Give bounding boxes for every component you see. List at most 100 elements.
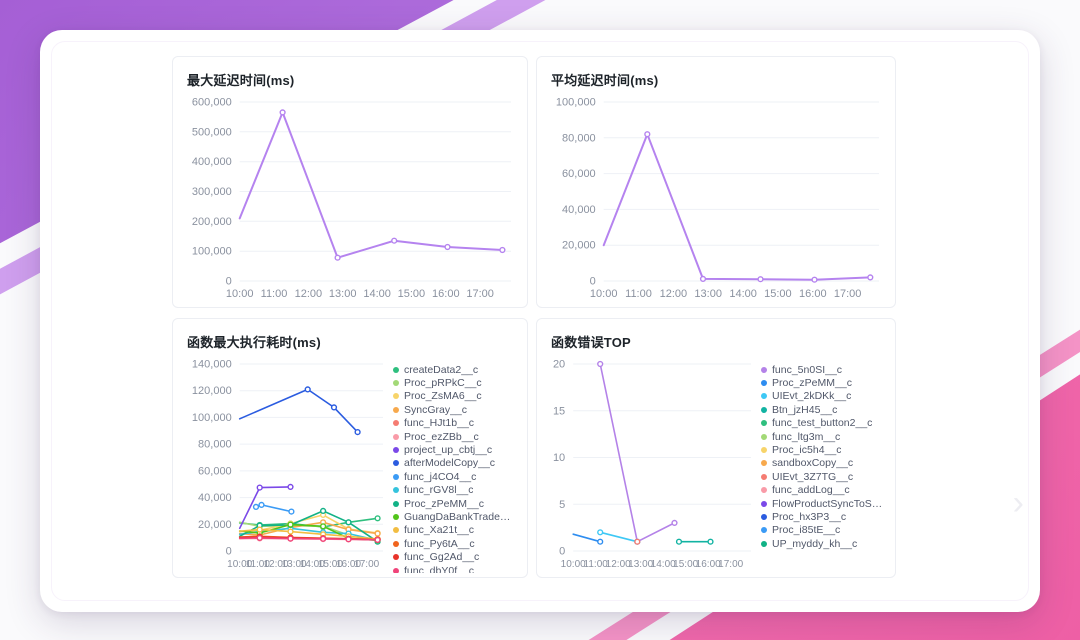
legend-item[interactable]: Proc_zPeMM__c — [393, 497, 519, 510]
data-point[interactable] — [287, 483, 294, 491]
chart-card-func-error-top: 函数错误TOP 0 5 10 15 20 10:00 11:00 12:00 13:00 14:0… — [536, 318, 896, 578]
legend-item[interactable]: func_Xa21t__c — [393, 524, 519, 537]
legend-item[interactable]: UIEvt_3Z7TG__c — [761, 470, 887, 483]
data-point[interactable] — [867, 274, 874, 281]
data-point[interactable] — [320, 507, 327, 515]
legend-item[interactable]: Proc_ic5h4__c — [761, 443, 887, 456]
legend-item[interactable]: SyncGray__c — [393, 403, 519, 416]
data-point[interactable] — [256, 526, 263, 533]
legend-item[interactable]: func_test_button2__c — [761, 417, 887, 430]
data-point[interactable] — [707, 538, 714, 545]
legend-color-dot — [761, 473, 767, 480]
carousel-next-icon[interactable]: › — [1012, 484, 1024, 522]
legend-item[interactable]: Proc_pRPkC__c — [393, 376, 519, 389]
data-point[interactable] — [256, 534, 263, 542]
chart-canvas[interactable]: 0 5 10 15 20 10:0011:0012:0013:0014:0015:0016… — [549, 354, 759, 573]
y-axis-label: 20,000 — [562, 240, 596, 252]
legend-item[interactable]: func_j4CO4__c — [393, 470, 519, 483]
legend-item[interactable]: Proc_ZsMA6__c — [393, 390, 519, 403]
y-axis-label: 0 — [226, 546, 232, 558]
data-point[interactable] — [374, 515, 381, 522]
data-point[interactable] — [634, 538, 641, 545]
x-axis-label: 12:00 — [295, 288, 323, 300]
legend-label: afterModelCopy__c — [404, 457, 496, 470]
legend-item[interactable]: func_rGV8l__c — [393, 484, 519, 497]
y-axis-label: 140,000 — [192, 359, 232, 371]
legend-item[interactable]: func_dbY0f__c — [393, 564, 519, 573]
data-point[interactable] — [757, 276, 764, 283]
data-point[interactable] — [258, 501, 265, 509]
data-point[interactable] — [334, 254, 341, 261]
legend-item[interactable]: func_addLog__c — [761, 484, 887, 497]
legend-item[interactable]: Proc_ezZBb__c — [393, 430, 519, 443]
legend-item[interactable]: createData2__c — [393, 363, 519, 376]
legend-item[interactable]: func_HJt1b__c — [393, 417, 519, 430]
data-point[interactable] — [287, 535, 294, 542]
data-point[interactable] — [345, 536, 352, 543]
legend-item[interactable]: project_up_cbtj__c — [393, 443, 519, 456]
legend-label: func_rGV8l__c — [404, 484, 474, 497]
data-point[interactable] — [391, 237, 398, 244]
legend-item[interactable]: Proc_hx3P3__c — [761, 510, 887, 523]
legend-label: UIEvt_2kDKk__c — [772, 390, 852, 403]
legend-label: Proc_hx3P3__c — [772, 510, 847, 523]
data-point[interactable] — [644, 131, 651, 138]
legend-item[interactable]: UP_myddy_kh__c — [761, 537, 887, 550]
data-point[interactable] — [354, 428, 361, 436]
legend-item[interactable]: UIEvt_2kDKk__c — [761, 390, 887, 403]
chart-canvas[interactable]: 0 20,000 40,000 60,000 80,000 100,000 10:00 11:… — [549, 92, 887, 303]
data-point[interactable] — [597, 538, 604, 545]
series-line — [238, 486, 292, 530]
legend-item[interactable]: GuangDaBankTradeRec... — [393, 510, 519, 523]
data-point[interactable] — [597, 360, 604, 368]
legend-color-dot — [761, 393, 767, 400]
y-axis-label: 15 — [553, 405, 565, 417]
chart-canvas[interactable]: 0 100,000 200,000 300,000 400,000 500,000 600,… — [185, 92, 519, 303]
legend-item[interactable]: afterModelCopy__c — [393, 457, 519, 470]
legend-item[interactable]: func_ltg3m__c — [761, 430, 887, 443]
legend-item[interactable]: sandboxCopy__c — [761, 457, 887, 470]
legend-item[interactable]: FlowProductSyncToSand... — [761, 497, 887, 510]
legend-item[interactable]: func_Gg2Ad__c — [393, 550, 519, 563]
legend-item[interactable]: Proc_i85tE__c — [761, 524, 887, 537]
data-point[interactable] — [444, 243, 451, 251]
data-point[interactable] — [304, 386, 311, 393]
chart-title: 平均延迟时间(ms) — [551, 73, 659, 88]
legend-item[interactable]: Proc_zPeMM__c — [761, 376, 887, 389]
data-point[interactable] — [279, 109, 286, 116]
chart-canvas[interactable]: 0 20,000 40,000 60,000 80,000 100,000 120,000 1… — [185, 354, 391, 573]
data-point[interactable] — [374, 530, 381, 537]
y-axis-label: 60,000 — [562, 168, 596, 180]
data-point[interactable] — [374, 536, 381, 544]
data-point[interactable] — [320, 535, 327, 542]
data-point[interactable] — [330, 404, 338, 411]
legend-item[interactable]: Btn_jzH45__c — [761, 403, 887, 416]
legend-color-dot — [761, 460, 767, 467]
y-axis-label: 100,000 — [192, 412, 232, 424]
data-point[interactable] — [256, 484, 263, 491]
legend-color-dot — [393, 420, 399, 427]
legend-item[interactable]: func_5n0SI__c — [761, 363, 887, 376]
data-point[interactable] — [320, 523, 327, 530]
y-axis-label: 20,000 — [198, 519, 232, 531]
data-point[interactable] — [499, 246, 506, 254]
legend-color-dot — [761, 406, 767, 413]
legend-color-dot — [393, 433, 399, 440]
data-point[interactable] — [252, 503, 260, 511]
data-point[interactable] — [288, 508, 295, 515]
data-point[interactable] — [671, 519, 678, 527]
data-point[interactable] — [287, 528, 294, 535]
data-point[interactable] — [287, 521, 294, 528]
data-point[interactable] — [811, 276, 818, 283]
legend-color-dot — [393, 380, 399, 387]
chart-card-avg-latency: 平均延迟时间(ms) 0 20,000 40,000 60,000 80,000 100,… — [536, 56, 896, 308]
legend-item[interactable]: func_Py6tA__c — [393, 537, 519, 550]
x-axis-label: 12:00 — [606, 559, 631, 570]
data-point[interactable] — [675, 538, 683, 545]
data-point[interactable] — [699, 275, 707, 283]
legend-color-dot — [393, 540, 399, 547]
legend-color-dot — [393, 447, 399, 454]
data-point[interactable] — [597, 529, 604, 536]
x-axis-label: 10:00 — [561, 559, 586, 570]
data-point[interactable] — [345, 519, 352, 526]
